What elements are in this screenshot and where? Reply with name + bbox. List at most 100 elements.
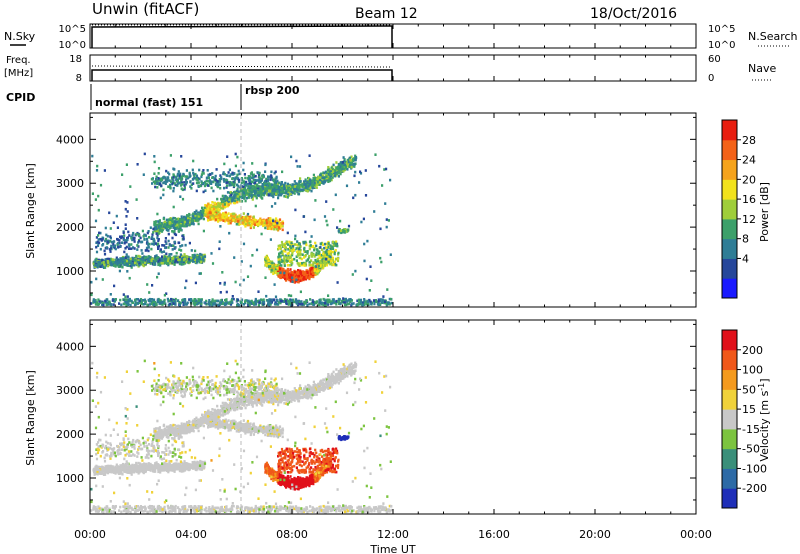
power-cell xyxy=(244,225,247,228)
power-cell xyxy=(243,197,246,200)
power-cell xyxy=(173,227,177,231)
power-cell xyxy=(177,223,180,226)
power-cell xyxy=(110,244,113,248)
power-cell xyxy=(169,217,172,220)
power-cell xyxy=(175,220,178,224)
power-cell xyxy=(273,187,277,190)
power-cell xyxy=(227,222,230,225)
power-cell xyxy=(306,252,309,255)
power-cell xyxy=(96,265,99,269)
power-cell xyxy=(296,254,299,257)
power-cell xyxy=(123,250,126,254)
power-cell xyxy=(116,237,119,241)
power-cell xyxy=(165,242,168,245)
power-cell xyxy=(272,189,275,193)
power-cell xyxy=(205,179,208,183)
power-cell xyxy=(331,176,334,179)
power-cell xyxy=(190,222,194,225)
power-cell xyxy=(306,250,309,253)
power-cell xyxy=(318,250,321,253)
power-cell xyxy=(151,233,154,236)
power-cell xyxy=(264,170,267,173)
power-cell xyxy=(268,183,271,187)
power-cell xyxy=(109,236,112,240)
power-cell xyxy=(236,173,239,177)
power-cell xyxy=(195,189,198,193)
power-cell xyxy=(148,256,151,259)
power-cell xyxy=(287,248,290,251)
power-cell xyxy=(125,253,128,256)
power-cell xyxy=(217,208,220,212)
power-cell xyxy=(198,177,201,181)
power-cell xyxy=(207,205,210,208)
power-cell xyxy=(232,217,235,220)
power-cell xyxy=(194,212,197,215)
power-cell xyxy=(328,177,331,180)
power-cell xyxy=(167,229,170,232)
power-cell xyxy=(213,178,216,182)
power-cell xyxy=(197,259,200,262)
freq-tick-top: 18 xyxy=(69,54,82,65)
power-cell xyxy=(171,230,174,233)
power-cell xyxy=(289,186,292,189)
power-cell xyxy=(253,189,256,193)
power-cell xyxy=(157,220,160,223)
power-cell xyxy=(322,250,325,254)
power-cell xyxy=(236,187,239,191)
power-cell xyxy=(128,247,131,250)
power-cell xyxy=(300,277,303,281)
power-cell xyxy=(315,270,318,273)
power-cell xyxy=(301,253,304,256)
power-cell xyxy=(207,202,210,206)
power-cell xyxy=(176,260,179,264)
power-cell xyxy=(266,260,269,263)
power-cell xyxy=(95,245,98,249)
power-cell xyxy=(329,252,332,255)
power-cell xyxy=(311,255,314,258)
power-cell xyxy=(252,215,255,219)
power-cell xyxy=(262,176,265,179)
power-cell xyxy=(180,219,183,222)
power-cell xyxy=(254,194,257,198)
power-cell xyxy=(262,224,265,228)
power-cell xyxy=(328,179,332,183)
power-cell xyxy=(271,183,274,187)
power-cell xyxy=(168,185,171,189)
power-cell xyxy=(157,263,160,267)
power-cell xyxy=(213,205,216,209)
power-cell xyxy=(190,187,193,190)
power-cell xyxy=(215,206,218,209)
power-cell xyxy=(225,218,228,222)
power-cell xyxy=(192,173,195,176)
power-cell xyxy=(333,252,336,256)
power-cell xyxy=(167,220,170,223)
power-cell xyxy=(278,223,281,227)
power-cell xyxy=(278,218,282,221)
power-cell xyxy=(200,181,203,185)
power-cell xyxy=(172,179,175,182)
freq-tick-bottom: 8 xyxy=(76,73,82,84)
power-cell xyxy=(211,172,214,175)
power-cell xyxy=(227,212,230,215)
power-cell xyxy=(305,243,308,247)
power-cell xyxy=(155,259,158,262)
power-cell xyxy=(132,259,135,262)
power-cell xyxy=(333,260,336,264)
power-cell xyxy=(121,257,124,261)
power-cell xyxy=(226,197,229,201)
power-cell xyxy=(98,261,101,265)
power-cell xyxy=(350,159,353,162)
power-cell xyxy=(205,214,208,217)
power-cell xyxy=(313,181,316,185)
power-cell xyxy=(312,173,315,177)
power-cell xyxy=(248,222,251,225)
power-cell xyxy=(319,264,322,267)
power-cell xyxy=(318,177,321,181)
power-cell xyxy=(283,300,286,303)
power-cell xyxy=(228,174,231,178)
power-cell xyxy=(158,182,162,186)
power-cell xyxy=(304,188,307,192)
power-cell xyxy=(155,254,158,257)
power-cell xyxy=(354,158,357,162)
power-cell xyxy=(311,186,314,190)
